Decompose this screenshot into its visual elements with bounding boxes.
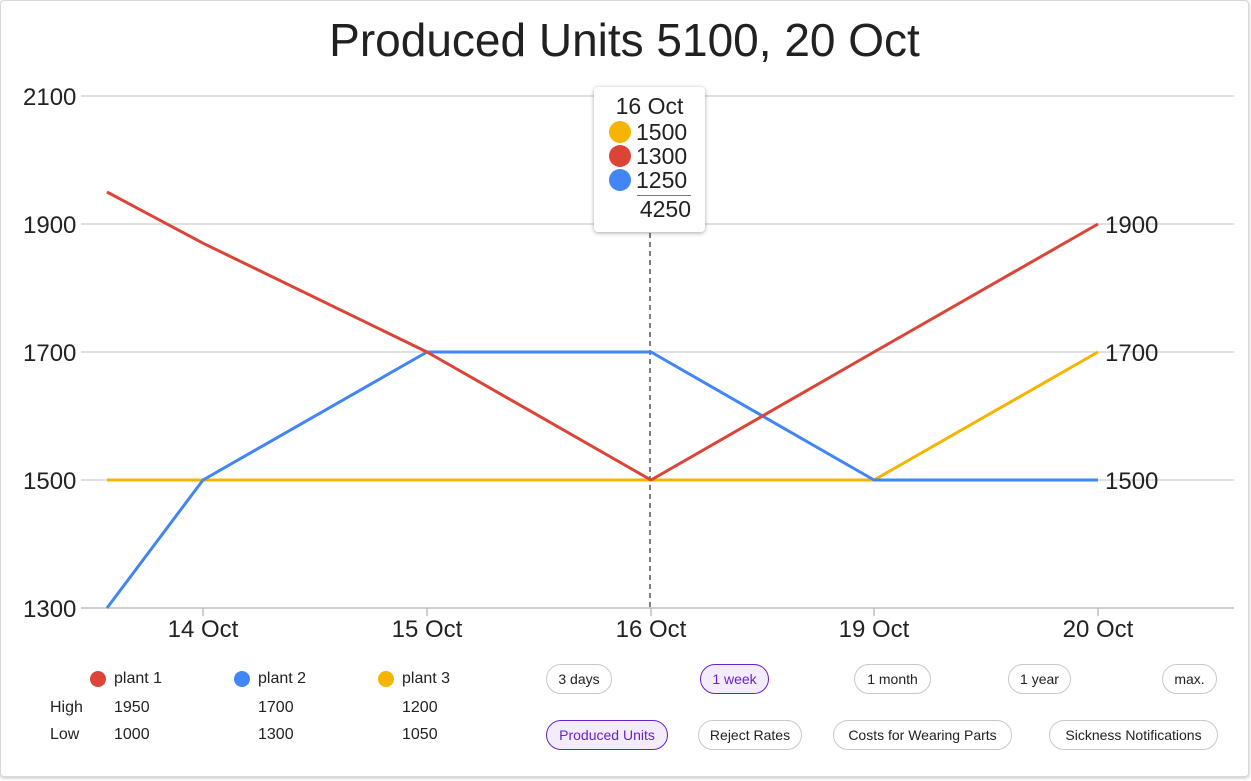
x-tick-label: 20 Oct xyxy=(1063,616,1134,643)
tooltip-value: 1300 xyxy=(636,142,688,169)
tooltip-row: 1300 xyxy=(609,142,688,169)
x-tick-label: 19 Oct xyxy=(839,616,910,643)
y-axis-ticks: 2100 1900 1700 1500 1300 xyxy=(23,84,76,623)
range-max-button[interactable]: max. xyxy=(1162,664,1217,694)
metric-costs-wearing-parts-button[interactable]: Costs for Wearing Parts xyxy=(833,720,1012,750)
chart-title: Produced Units 5100, 20 Oct xyxy=(329,14,920,66)
metric-sickness-notifications-button[interactable]: Sickness Notifications xyxy=(1049,720,1218,750)
y-tick-label: 1700 xyxy=(23,340,76,367)
tooltip-row: 1500 xyxy=(609,118,688,145)
metric-produced-units-button[interactable]: Produced Units xyxy=(546,720,668,750)
hover-tooltip: 16 Oct 1500 1300 1250 4250 xyxy=(594,87,705,232)
range-1-year-button[interactable]: 1 year xyxy=(1008,664,1071,694)
series-line-plant-1 xyxy=(106,190,1099,482)
range-1-week-button[interactable]: 1 week xyxy=(700,664,769,694)
legend-high-value: 1700 xyxy=(258,699,294,716)
series-line-plant-2 xyxy=(105,350,1098,609)
x-axis-ticks: 14 Oct 15 Oct 16 Oct 19 Oct 20 Oct xyxy=(168,608,1134,643)
y-tick-label: 1300 xyxy=(23,596,76,623)
x-tick-label: 15 Oct xyxy=(392,616,463,643)
legend-low-value: 1300 xyxy=(258,726,294,743)
metric-reject-rates-button[interactable]: Reject Rates xyxy=(698,720,802,750)
legend: plant 1 plant 2 plant 3 High 1950 1700 1… xyxy=(1,661,521,761)
end-value-label: 1900 xyxy=(1105,212,1158,239)
series-dot-icon xyxy=(609,145,631,167)
legend-label: plant 2 xyxy=(258,670,307,687)
tooltip-value: 1500 xyxy=(636,118,688,145)
tooltip-value: 1250 xyxy=(636,166,688,193)
series-dot-icon xyxy=(609,121,631,143)
tooltip-row: 1250 xyxy=(609,166,688,193)
legend-dot-icon xyxy=(234,671,250,687)
legend-low-value: 1000 xyxy=(114,726,150,743)
high-label: High xyxy=(50,699,83,716)
series-dot-icon xyxy=(609,169,631,191)
y-tick-label: 1500 xyxy=(23,468,76,495)
legend-low-value: 1050 xyxy=(402,726,438,743)
tooltip-total: 4250 xyxy=(639,196,691,222)
legend-label: plant 3 xyxy=(402,670,451,687)
end-value-label: 1500 xyxy=(1105,468,1158,495)
legend-dot-icon xyxy=(90,671,106,687)
end-labels: 1900 1700 1500 xyxy=(1105,212,1158,495)
range-1-month-button[interactable]: 1 month xyxy=(854,664,931,694)
range-3-days-button[interactable]: 3 days xyxy=(546,664,612,694)
low-label: Low xyxy=(50,726,80,743)
x-tick-label: 14 Oct xyxy=(168,616,239,643)
legend-high-value: 1200 xyxy=(402,699,438,716)
legend-high-value: 1950 xyxy=(114,699,150,716)
y-tick-label: 1900 xyxy=(23,212,76,239)
legend-dot-icon xyxy=(378,671,394,687)
legend-label: plant 1 xyxy=(114,670,163,687)
series-lines xyxy=(105,190,1099,609)
tooltip-date: 16 Oct xyxy=(615,93,684,119)
y-tick-label: 2100 xyxy=(23,84,76,111)
tooltip-divider xyxy=(637,195,691,196)
x-tick-label: 16 Oct xyxy=(616,616,687,643)
series-line-plant-3 xyxy=(107,350,1099,482)
end-value-label: 1700 xyxy=(1105,340,1158,367)
